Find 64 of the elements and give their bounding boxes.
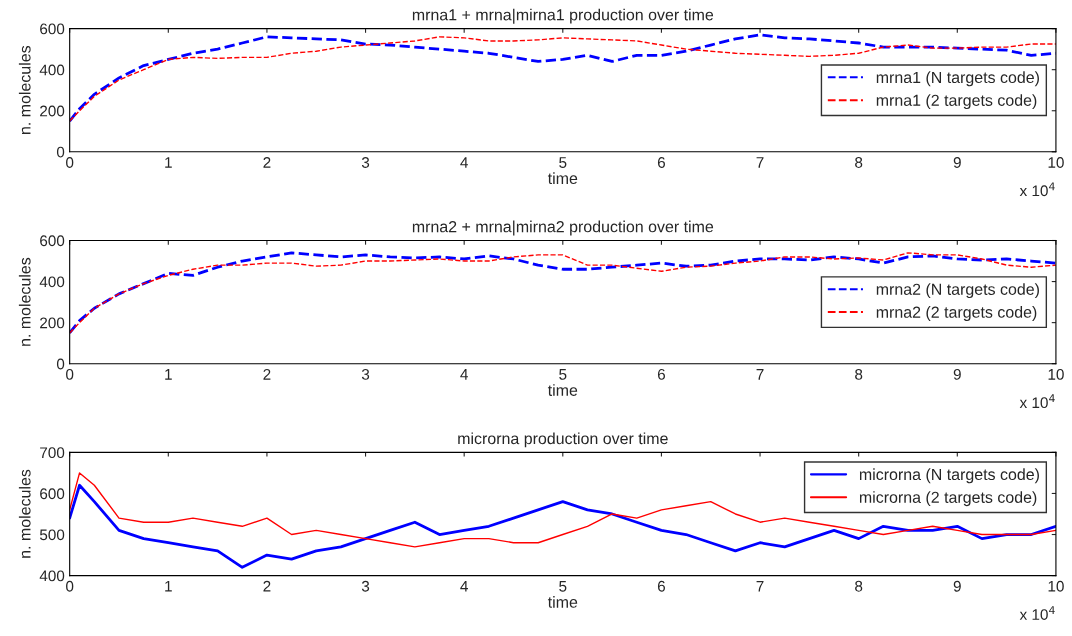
y-axis-title: n. molecules <box>18 469 31 558</box>
y-tick-label: 700 <box>40 447 65 459</box>
y-tick-label: 400 <box>39 64 65 76</box>
legend-label: microrna (2 targets code) <box>859 491 1037 507</box>
x-tick-label: 10 <box>1048 580 1064 592</box>
x-tick-label: 9 <box>953 368 961 380</box>
y-tick-label: 200 <box>40 317 65 329</box>
x-tick-label: 0 <box>66 580 74 592</box>
y-tick-label: 600 <box>40 235 65 247</box>
x-tick-label: 1 <box>165 369 172 380</box>
x-tick-label: 1 <box>165 581 172 592</box>
y-tick-label: 0 <box>56 358 65 370</box>
x-tick-label: 2 <box>263 368 271 380</box>
x-tick-label: 6 <box>657 580 665 592</box>
x-tick-label: 4 <box>460 369 468 380</box>
text: x 10$^{4}$ <box>1019 606 1055 620</box>
x-axis-title: time <box>547 384 578 396</box>
legend-label: mrna2 (N targets code) <box>876 283 1039 299</box>
x-tick-label: 0 <box>66 157 74 168</box>
x-tick-label: 6 <box>657 368 665 380</box>
x-axis-title: time <box>547 172 578 185</box>
y-tick-label: 400 <box>39 570 65 582</box>
text: x 10$^{4}$ <box>1019 182 1055 197</box>
x-tick-label: 7 <box>756 369 764 380</box>
x-tick-label: 4 <box>460 581 468 592</box>
y-tick-label: 600 <box>40 488 65 500</box>
x-tick-label: 4 <box>460 157 468 168</box>
x-axis-title: time <box>547 596 578 608</box>
x-tick-label: 9 <box>953 157 961 168</box>
chart-title: microrna production over time <box>458 432 668 448</box>
x-tick-label: 2 <box>263 157 271 168</box>
y-axis-title: n. molecules <box>18 257 31 346</box>
x-tick-label: 5 <box>559 581 567 592</box>
x-tick-label: 7 <box>756 581 764 592</box>
y-tick-label: 0 <box>56 146 65 158</box>
x-tick-label: 7 <box>756 157 764 168</box>
legend-label: mrna1 (2 targets code) <box>876 94 1037 110</box>
x-tick-label: 1 <box>165 157 172 168</box>
x-tick-label: 3 <box>361 157 370 168</box>
legend-label: mrna1 (N targets code) <box>876 71 1039 87</box>
x-tick-label: 8 <box>855 157 863 168</box>
x-tick-label: 5 <box>559 369 567 380</box>
x-tick-label: 8 <box>855 368 863 380</box>
x-tick-label: 6 <box>657 157 665 168</box>
x-tick-label: 3 <box>361 368 370 380</box>
line-series <box>69 483 1056 569</box>
text: x 10$^{4}$ <box>1019 394 1055 409</box>
x-tick-label: 10 <box>1048 368 1064 380</box>
legend-label: microrna (N targets code) <box>859 468 1039 484</box>
y-tick-label: 200 <box>40 105 65 117</box>
y-axis-title: n. molecules <box>18 45 31 134</box>
x-tick-label: 8 <box>855 580 863 592</box>
x-tick-label: 3 <box>361 580 370 592</box>
x-tick-label: 5 <box>559 157 567 168</box>
y-tick-label: 400 <box>39 276 65 288</box>
x-tick-label: 9 <box>953 580 961 592</box>
x-tick-label: 0 <box>66 368 74 380</box>
x-tick-label: 10 <box>1048 157 1064 168</box>
chart-title: mrna2 + mrna|mirna2 production over time <box>412 220 714 236</box>
y-tick-label: 600 <box>40 23 65 35</box>
y-tick-label: 500 <box>39 529 65 541</box>
legend-label: mrna2 (2 targets code) <box>876 306 1037 321</box>
chart-title: mrna1 + mrna|mirna1 production over time <box>412 8 714 24</box>
x-tick-label: 2 <box>263 580 271 592</box>
